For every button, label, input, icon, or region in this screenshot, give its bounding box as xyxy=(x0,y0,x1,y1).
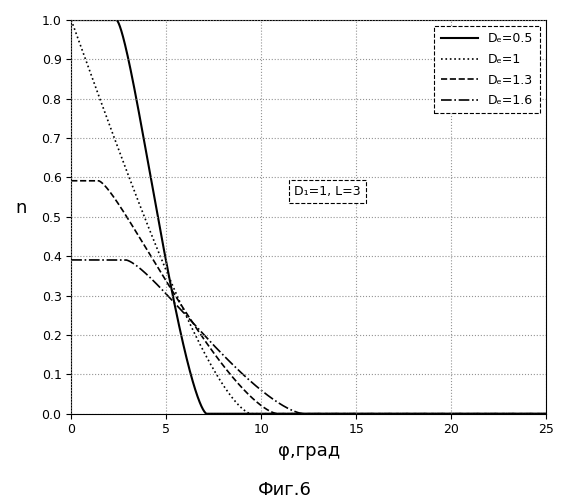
Dₑ=1.6 xyxy=(543,410,550,416)
Legend: Dₑ=0.5, Dₑ=1, Dₑ=1.3, Dₑ=1.6: Dₑ=0.5, Dₑ=1, Dₑ=1.3, Dₑ=1.6 xyxy=(435,26,540,114)
Dₑ=1.6 xyxy=(483,410,489,416)
Dₑ=0.5 xyxy=(203,410,210,416)
Line: Dₑ=1.3: Dₑ=1.3 xyxy=(71,181,546,414)
Dₑ=0.5 xyxy=(483,410,489,416)
Dₑ=0.5 xyxy=(534,410,541,416)
Dₑ=1.3 xyxy=(543,410,550,416)
Dₑ=1 xyxy=(68,17,75,23)
Dₑ=0.5 xyxy=(122,43,129,49)
Dₑ=1 xyxy=(543,410,550,416)
Dₑ=1.3 xyxy=(68,178,75,184)
Dₑ=1 xyxy=(483,410,489,416)
Dₑ=1.6 xyxy=(270,397,277,403)
Y-axis label: n: n xyxy=(15,199,26,217)
Dₑ=1 xyxy=(248,410,254,416)
Dₑ=1.3 xyxy=(270,410,277,416)
Text: D₁=1, L=3: D₁=1, L=3 xyxy=(294,185,361,198)
Dₑ=0.5 xyxy=(150,190,157,196)
X-axis label: φ,град: φ,град xyxy=(278,442,340,460)
Dₑ=1.3 xyxy=(150,258,157,264)
Dₑ=0.5 xyxy=(68,17,75,23)
Dₑ=1.3 xyxy=(534,410,541,416)
Dₑ=1.3 xyxy=(483,410,489,416)
Dₑ=1 xyxy=(534,410,541,416)
Line: Dₑ=0.5: Dₑ=0.5 xyxy=(71,20,546,413)
Dₑ=1.6 xyxy=(150,278,157,284)
Dₑ=1.6 xyxy=(250,380,257,386)
Dₑ=1 xyxy=(250,410,257,416)
Dₑ=1 xyxy=(122,164,129,170)
Line: Dₑ=1.6: Dₑ=1.6 xyxy=(71,260,546,414)
Dₑ=1.6 xyxy=(122,257,129,263)
Dₑ=1.3 xyxy=(250,396,257,402)
Dₑ=1.3 xyxy=(274,410,281,416)
Dₑ=0.5 xyxy=(271,410,278,416)
Dₑ=0.5 xyxy=(250,410,257,416)
Dₑ=0.5 xyxy=(543,410,550,416)
Dₑ=1.6 xyxy=(534,410,541,416)
Dₑ=1.6 xyxy=(300,410,307,416)
Dₑ=1.6 xyxy=(68,257,75,263)
Text: Фиг.6: Фиг.6 xyxy=(258,481,311,499)
Line: Dₑ=1: Dₑ=1 xyxy=(71,20,546,413)
Dₑ=1 xyxy=(150,237,157,243)
Dₑ=1 xyxy=(271,410,278,416)
Dₑ=1.3 xyxy=(122,212,129,218)
